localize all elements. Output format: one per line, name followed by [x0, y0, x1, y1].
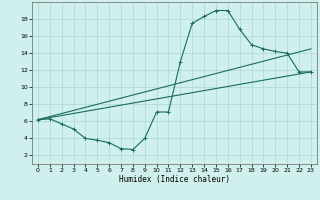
X-axis label: Humidex (Indice chaleur): Humidex (Indice chaleur) [119, 175, 230, 184]
